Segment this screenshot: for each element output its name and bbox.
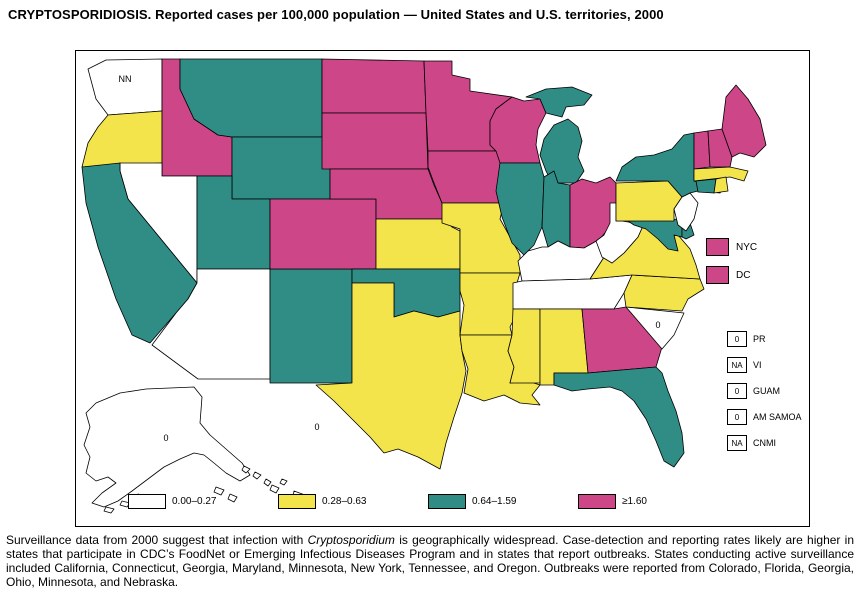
state-south-carolina (625, 306, 685, 350)
state-vermont (693, 130, 711, 170)
state-texas (315, 282, 467, 470)
legend-item-cat0: 0.00–0.27 (128, 494, 217, 509)
caption-text-end: is geographically widespread. Case-detec… (6, 533, 855, 589)
state-maine (721, 84, 767, 158)
state-washington (87, 58, 163, 116)
map-label-hawaii-zero: 0 (314, 422, 319, 432)
us-map: NN 0 0 0 (81, 58, 767, 514)
map-frame: NN 0 0 0 NYC DC 0 PR NA VI 0 GUAM 0 (75, 50, 810, 527)
nyc-color-swatch (706, 238, 729, 256)
state-massachusetts (693, 166, 749, 182)
am-samoa-value-box: 0 (727, 409, 747, 425)
legend-row-cnmi: NA CNMI (727, 435, 802, 451)
cat2-swatch (428, 494, 466, 509)
cat0-swatch (128, 494, 166, 509)
vi-value-box: NA (727, 357, 747, 373)
state-wisconsin (489, 96, 547, 164)
state-south-dakota (321, 112, 429, 170)
map-label-south-carolina-zero: 0 (655, 320, 660, 330)
state-rhode-island (713, 176, 729, 194)
guam-value-box: 0 (727, 383, 747, 399)
map-label-washington-nn: NN (119, 74, 132, 84)
vi-label: VI (753, 360, 762, 370)
dc-label: DC (736, 269, 751, 281)
state-arkansas (459, 272, 521, 336)
cnmi-label: CNMI (753, 438, 776, 448)
state-kansas (375, 218, 461, 270)
legend-row-guam: 0 GUAM (727, 383, 802, 399)
pr-label: PR (753, 334, 766, 344)
cnmi-value-box: NA (727, 435, 747, 451)
state-michigan (525, 86, 593, 184)
legend-item-cat2: 0.64–1.59 (428, 494, 517, 509)
cat1-label: 0.28–0.63 (322, 496, 367, 507)
state-pennsylvania (615, 180, 683, 222)
legend-row-nyc: NYC (706, 238, 757, 256)
figure-caption: Surveillance data from 2000 suggest that… (6, 533, 854, 589)
caption-italic-term: Cryptosporidium (307, 533, 395, 547)
state-oregon (81, 110, 163, 168)
state-wyoming (231, 136, 331, 200)
territory-legend: 0 PR NA VI 0 GUAM 0 AM SAMOA NA CNMI (727, 331, 802, 461)
state-new-jersey (673, 192, 699, 232)
state-florida (553, 366, 685, 468)
am-samoa-label: AM SAMOA (753, 412, 802, 422)
figure-title: CRYPTOSPORIDIOSIS. Reported cases per 10… (8, 7, 664, 22)
pr-value-box: 0 (727, 331, 747, 347)
legend-row-pr: 0 PR (727, 331, 802, 347)
map-label-alaska-zero: 0 (163, 433, 168, 443)
cat0-label: 0.00–0.27 (172, 496, 217, 507)
legend-item-cat1: 0.28–0.63 (278, 494, 367, 509)
state-iowa (427, 150, 507, 204)
state-hawaii (241, 465, 306, 507)
legend-row-dc: DC (706, 266, 757, 284)
legend-item-cat3: ≥1.60 (578, 494, 647, 509)
legend-row-am-samoa: 0 AM SAMOA (727, 409, 802, 425)
nyc-label: NYC (736, 241, 758, 253)
state-north-dakota (321, 58, 427, 114)
state-colorado (269, 198, 377, 270)
cat2-label: 0.64–1.59 (472, 496, 517, 507)
state-new-hampshire (707, 128, 733, 168)
state-new-mexico (269, 268, 353, 384)
legend-row-vi: NA VI (727, 357, 802, 373)
state-connecticut (695, 178, 717, 194)
state-north-carolina (623, 274, 705, 312)
city-legend: NYC DC (706, 238, 757, 294)
dc-color-swatch (706, 266, 729, 284)
cat1-swatch (278, 494, 316, 509)
guam-label: GUAM (753, 386, 780, 396)
state-illinois (495, 162, 545, 256)
caption-text-start: Surveillance data from 2000 suggest that… (6, 533, 308, 547)
category-legend: 0.00–0.27 0.28–0.63 0.64–1.59 ≥1.60 (76, 494, 811, 516)
cat3-swatch (578, 494, 616, 509)
state-mississippi (507, 308, 541, 384)
cat3-label: ≥1.60 (622, 496, 647, 507)
